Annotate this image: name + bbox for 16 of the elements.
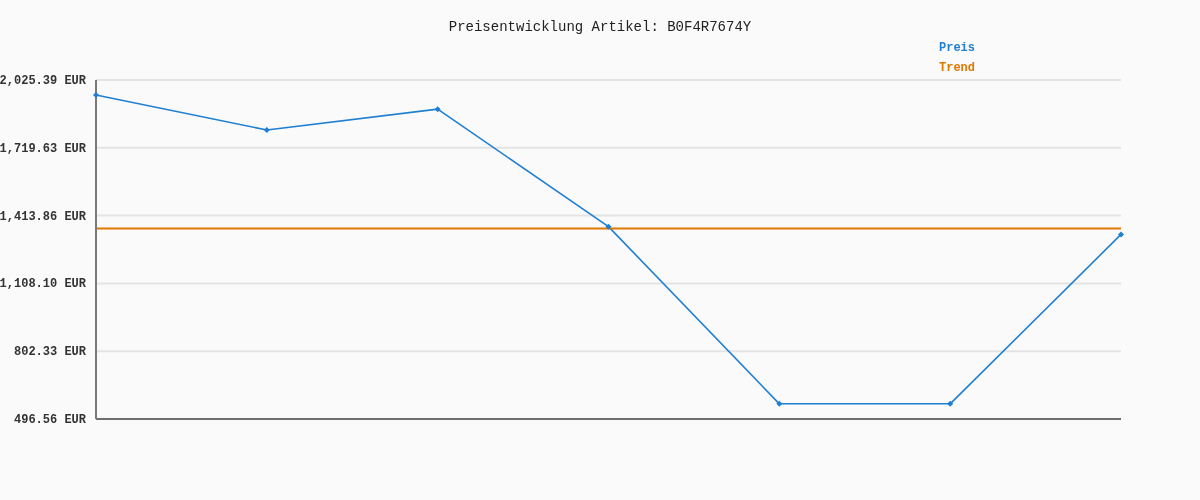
- y-tick-label: 2,025.39 EUR: [0, 74, 87, 88]
- point: [434, 106, 441, 113]
- point: [605, 223, 612, 230]
- point: [1118, 231, 1124, 238]
- point: [947, 400, 954, 407]
- y-tick-label: 1,719.63 EUR: [0, 141, 87, 156]
- text: Trend: [938, 60, 975, 77]
- y-tick-label: 496.56 EUR: [13, 413, 87, 427]
- y-tick-label: 1,108.10 EUR: [0, 277, 87, 292]
- y-tick-label: 802.33 EUR: [13, 345, 87, 360]
- point: [93, 91, 99, 98]
- y-tick-label: 1,413.86 EUR: [0, 209, 87, 224]
- text: Preis: [938, 40, 975, 57]
- point: [263, 126, 270, 133]
- point: [776, 400, 783, 407]
- chart-title: Preisentwicklung Artikel: B0F4R7674Y: [447, 19, 753, 35]
